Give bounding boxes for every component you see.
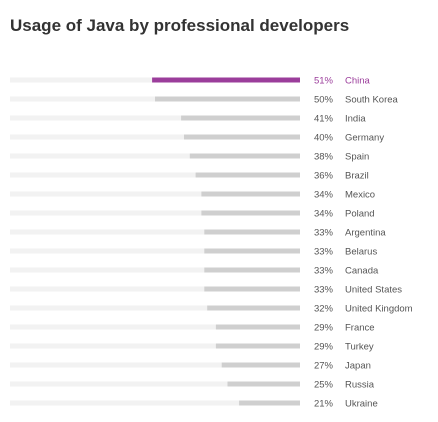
value-label: 33%: [314, 285, 334, 296]
bar-track: [10, 267, 300, 273]
bar: [215, 343, 300, 349]
value-label: 32%: [314, 304, 334, 315]
bar: [227, 381, 300, 387]
value-label: 33%: [314, 266, 334, 277]
bar-track: [10, 381, 300, 387]
category-label: United States: [345, 285, 402, 296]
bar: [181, 115, 300, 121]
value-label: 40%: [314, 133, 334, 144]
bar: [152, 77, 300, 83]
bar-track: [10, 153, 300, 159]
bar: [201, 191, 300, 197]
bar: [215, 324, 300, 330]
value-label: 33%: [314, 228, 334, 239]
category-label: Brazil: [345, 171, 369, 182]
value-label: 29%: [314, 323, 334, 334]
category-label: South Korea: [345, 95, 399, 106]
bar: [189, 153, 300, 159]
bar: [184, 134, 300, 140]
bar: [195, 172, 300, 178]
value-label: 41%: [314, 114, 334, 125]
bar-track: [10, 134, 300, 140]
category-label: Argentina: [345, 228, 386, 239]
bar-track: [10, 210, 300, 216]
bar-track: [10, 362, 300, 368]
value-label: 38%: [314, 152, 334, 163]
bar: [201, 210, 300, 216]
value-label: 34%: [314, 209, 334, 220]
bar-track: [10, 305, 300, 311]
category-label: Canada: [345, 266, 379, 277]
value-label: 50%: [314, 95, 334, 106]
bar-track: [10, 343, 300, 349]
bar: [204, 267, 300, 273]
bar: [239, 400, 300, 406]
bar: [221, 362, 300, 368]
value-label: 34%: [314, 190, 334, 201]
category-label: India: [345, 114, 366, 125]
bar-track: [10, 172, 300, 178]
value-label: 33%: [314, 247, 334, 258]
category-label: Turkey: [345, 342, 374, 353]
bar-track: [10, 324, 300, 330]
category-label: Belarus: [345, 247, 377, 258]
category-label: Ukraine: [345, 399, 378, 410]
category-label: China: [345, 76, 371, 87]
value-label: 36%: [314, 171, 334, 182]
category-label: Germany: [345, 133, 384, 144]
bar-track: [10, 115, 300, 121]
bar: [207, 305, 300, 311]
category-label: Russia: [345, 380, 375, 391]
value-label: 51%: [314, 76, 334, 87]
category-label: Japan: [345, 361, 371, 372]
category-label: Spain: [345, 152, 369, 163]
category-label: Poland: [345, 209, 375, 220]
value-label: 21%: [314, 399, 334, 410]
category-label: Mexico: [345, 190, 375, 201]
chart-title: Usage of Java by professional developers: [10, 16, 350, 35]
bar-track: [10, 191, 300, 197]
bar: [204, 248, 300, 254]
bar-track: [10, 400, 300, 406]
category-label: United Kingdom: [345, 304, 413, 315]
bar: [155, 96, 300, 102]
bar: [204, 229, 300, 235]
bar: [204, 286, 300, 292]
bar-track: [10, 248, 300, 254]
category-label: France: [345, 323, 375, 334]
value-label: 29%: [314, 342, 334, 353]
value-label: 27%: [314, 361, 334, 372]
bar-track: [10, 286, 300, 292]
value-label: 25%: [314, 380, 334, 391]
bar-track: [10, 229, 300, 235]
